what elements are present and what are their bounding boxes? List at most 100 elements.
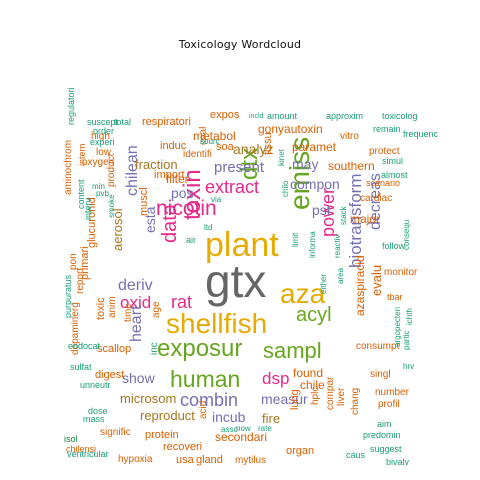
word-incld: incld — [249, 113, 264, 120]
word-low: low — [96, 147, 112, 158]
word-dose: dose — [88, 406, 108, 416]
word-pos: pos — [171, 185, 194, 201]
word-lung: lung — [289, 389, 301, 410]
word-via: via — [211, 195, 222, 204]
word-scallop: scallop — [97, 343, 132, 355]
word-caus: caus — [346, 450, 366, 460]
word-high: high — [91, 131, 110, 142]
word-azaspiracid: azaspiracid — [353, 255, 367, 316]
word-anim: anim — [107, 296, 118, 318]
word-usa: usa — [176, 454, 194, 466]
word-chilensi: chilensi — [66, 444, 97, 454]
word-incub: incub — [212, 409, 246, 425]
word-tissu: tissu — [262, 132, 274, 155]
word-liver: liver — [336, 387, 347, 406]
word-area: area — [336, 267, 345, 284]
word-gonyautoxin: gonyautoxin — [258, 122, 323, 136]
word-human: human — [170, 366, 241, 392]
word-consequ: consequ — [402, 219, 411, 250]
word-stack: stack — [339, 206, 348, 225]
word-protein: protein — [145, 429, 179, 441]
word-profil: profil — [378, 399, 400, 410]
word-deriv: deriv — [118, 277, 153, 294]
word-exposur: exposur — [157, 335, 243, 362]
word-amount: amount — [267, 111, 298, 121]
word-vitro: vitro — [340, 131, 359, 142]
word-fraction: fraction — [135, 157, 178, 172]
word-unneutr: unneutr — [80, 380, 111, 390]
word-respiratori: respiratori — [142, 116, 191, 128]
word-either: either — [319, 273, 328, 294]
word-follow: follow — [382, 241, 406, 251]
word-aza: aza — [280, 278, 326, 309]
word-induc: induc — [160, 140, 187, 152]
word-product: product — [106, 153, 117, 187]
word-nicotin: nicotin — [156, 197, 217, 220]
word-singl: singl — [370, 369, 391, 380]
word-asso: asso — [221, 425, 238, 434]
word-recoveri: recoveri — [163, 441, 203, 453]
word-mytilus: mytilus — [235, 455, 267, 466]
word-intern: intern — [77, 143, 87, 166]
word-soa: soa — [216, 141, 234, 153]
word-compar: compar — [325, 376, 336, 410]
word-kinet: kinet — [277, 149, 286, 166]
word-interv: interv — [83, 197, 93, 220]
word-oxygen: oxygen — [82, 157, 115, 168]
word-chilo: chilo — [281, 180, 290, 197]
word-reactiv: reactiv — [333, 234, 342, 258]
word-dsp: dsp — [262, 369, 290, 388]
word-southern: southern — [328, 159, 375, 173]
word-paramet: paramet — [292, 140, 337, 154]
word-protect: protect — [369, 146, 400, 157]
word-end: end — [68, 341, 84, 351]
word-number: number — [375, 387, 409, 398]
word-limit: limit — [291, 232, 300, 247]
word-tbar: tbar — [387, 292, 403, 302]
word-may: may — [292, 156, 319, 172]
word-sourc: sourc — [200, 137, 220, 146]
word-aminochrom: aminochrom — [63, 139, 74, 195]
word-ltd: ltd — [204, 223, 213, 232]
word-report: report — [75, 267, 86, 294]
word-order: order — [93, 126, 115, 136]
word-data: data — [159, 204, 181, 243]
word-purpuratus: purpuratus — [63, 274, 73, 318]
word-toxic: toxic — [95, 297, 107, 320]
word-approxim: approxim — [326, 111, 364, 121]
word-pst: pst — [312, 202, 331, 218]
word-mass: mass — [83, 414, 105, 424]
word-present: present — [214, 159, 265, 176]
word-aim: aim — [377, 419, 392, 429]
word-hplc: hplc — [310, 386, 321, 405]
word-digest: digest — [95, 369, 125, 381]
word-extract: extract — [205, 177, 260, 197]
word-show: show — [122, 370, 155, 386]
word-age: age — [151, 301, 162, 318]
word-monitor: monitor — [384, 267, 418, 278]
word-remain: remain — [373, 124, 401, 134]
word-sulfat: sulfat — [70, 362, 92, 372]
word-informa: informa — [308, 231, 317, 258]
word-regulatori: regulatori — [66, 87, 76, 125]
chart-title: Toxicology Wordcloud — [178, 38, 302, 51]
word-argopecten: argopecten — [393, 306, 402, 347]
word-cardiac: cardiac — [360, 193, 393, 204]
word-smoke: smoke — [107, 194, 116, 218]
word-microsom: microsom — [120, 391, 177, 406]
word-oxid: oxid — [120, 293, 152, 312]
word-experi: experi — [90, 137, 115, 147]
word-muscl: muscl — [138, 187, 150, 216]
word-signific: signific — [100, 427, 131, 438]
word-gtx: gtx — [205, 255, 267, 307]
word-filter: filter — [166, 172, 189, 186]
word-partic: partic — [402, 330, 411, 350]
word-measur: measur — [261, 391, 308, 407]
word-ichth: ichth — [405, 308, 414, 325]
word-organ: organ — [286, 445, 315, 457]
word-acid: acid — [198, 400, 209, 419]
word-expos: expos — [210, 109, 240, 121]
word-secondari: secondari — [215, 430, 268, 444]
word-compon: compon — [290, 176, 340, 192]
word-major: major — [350, 212, 381, 226]
